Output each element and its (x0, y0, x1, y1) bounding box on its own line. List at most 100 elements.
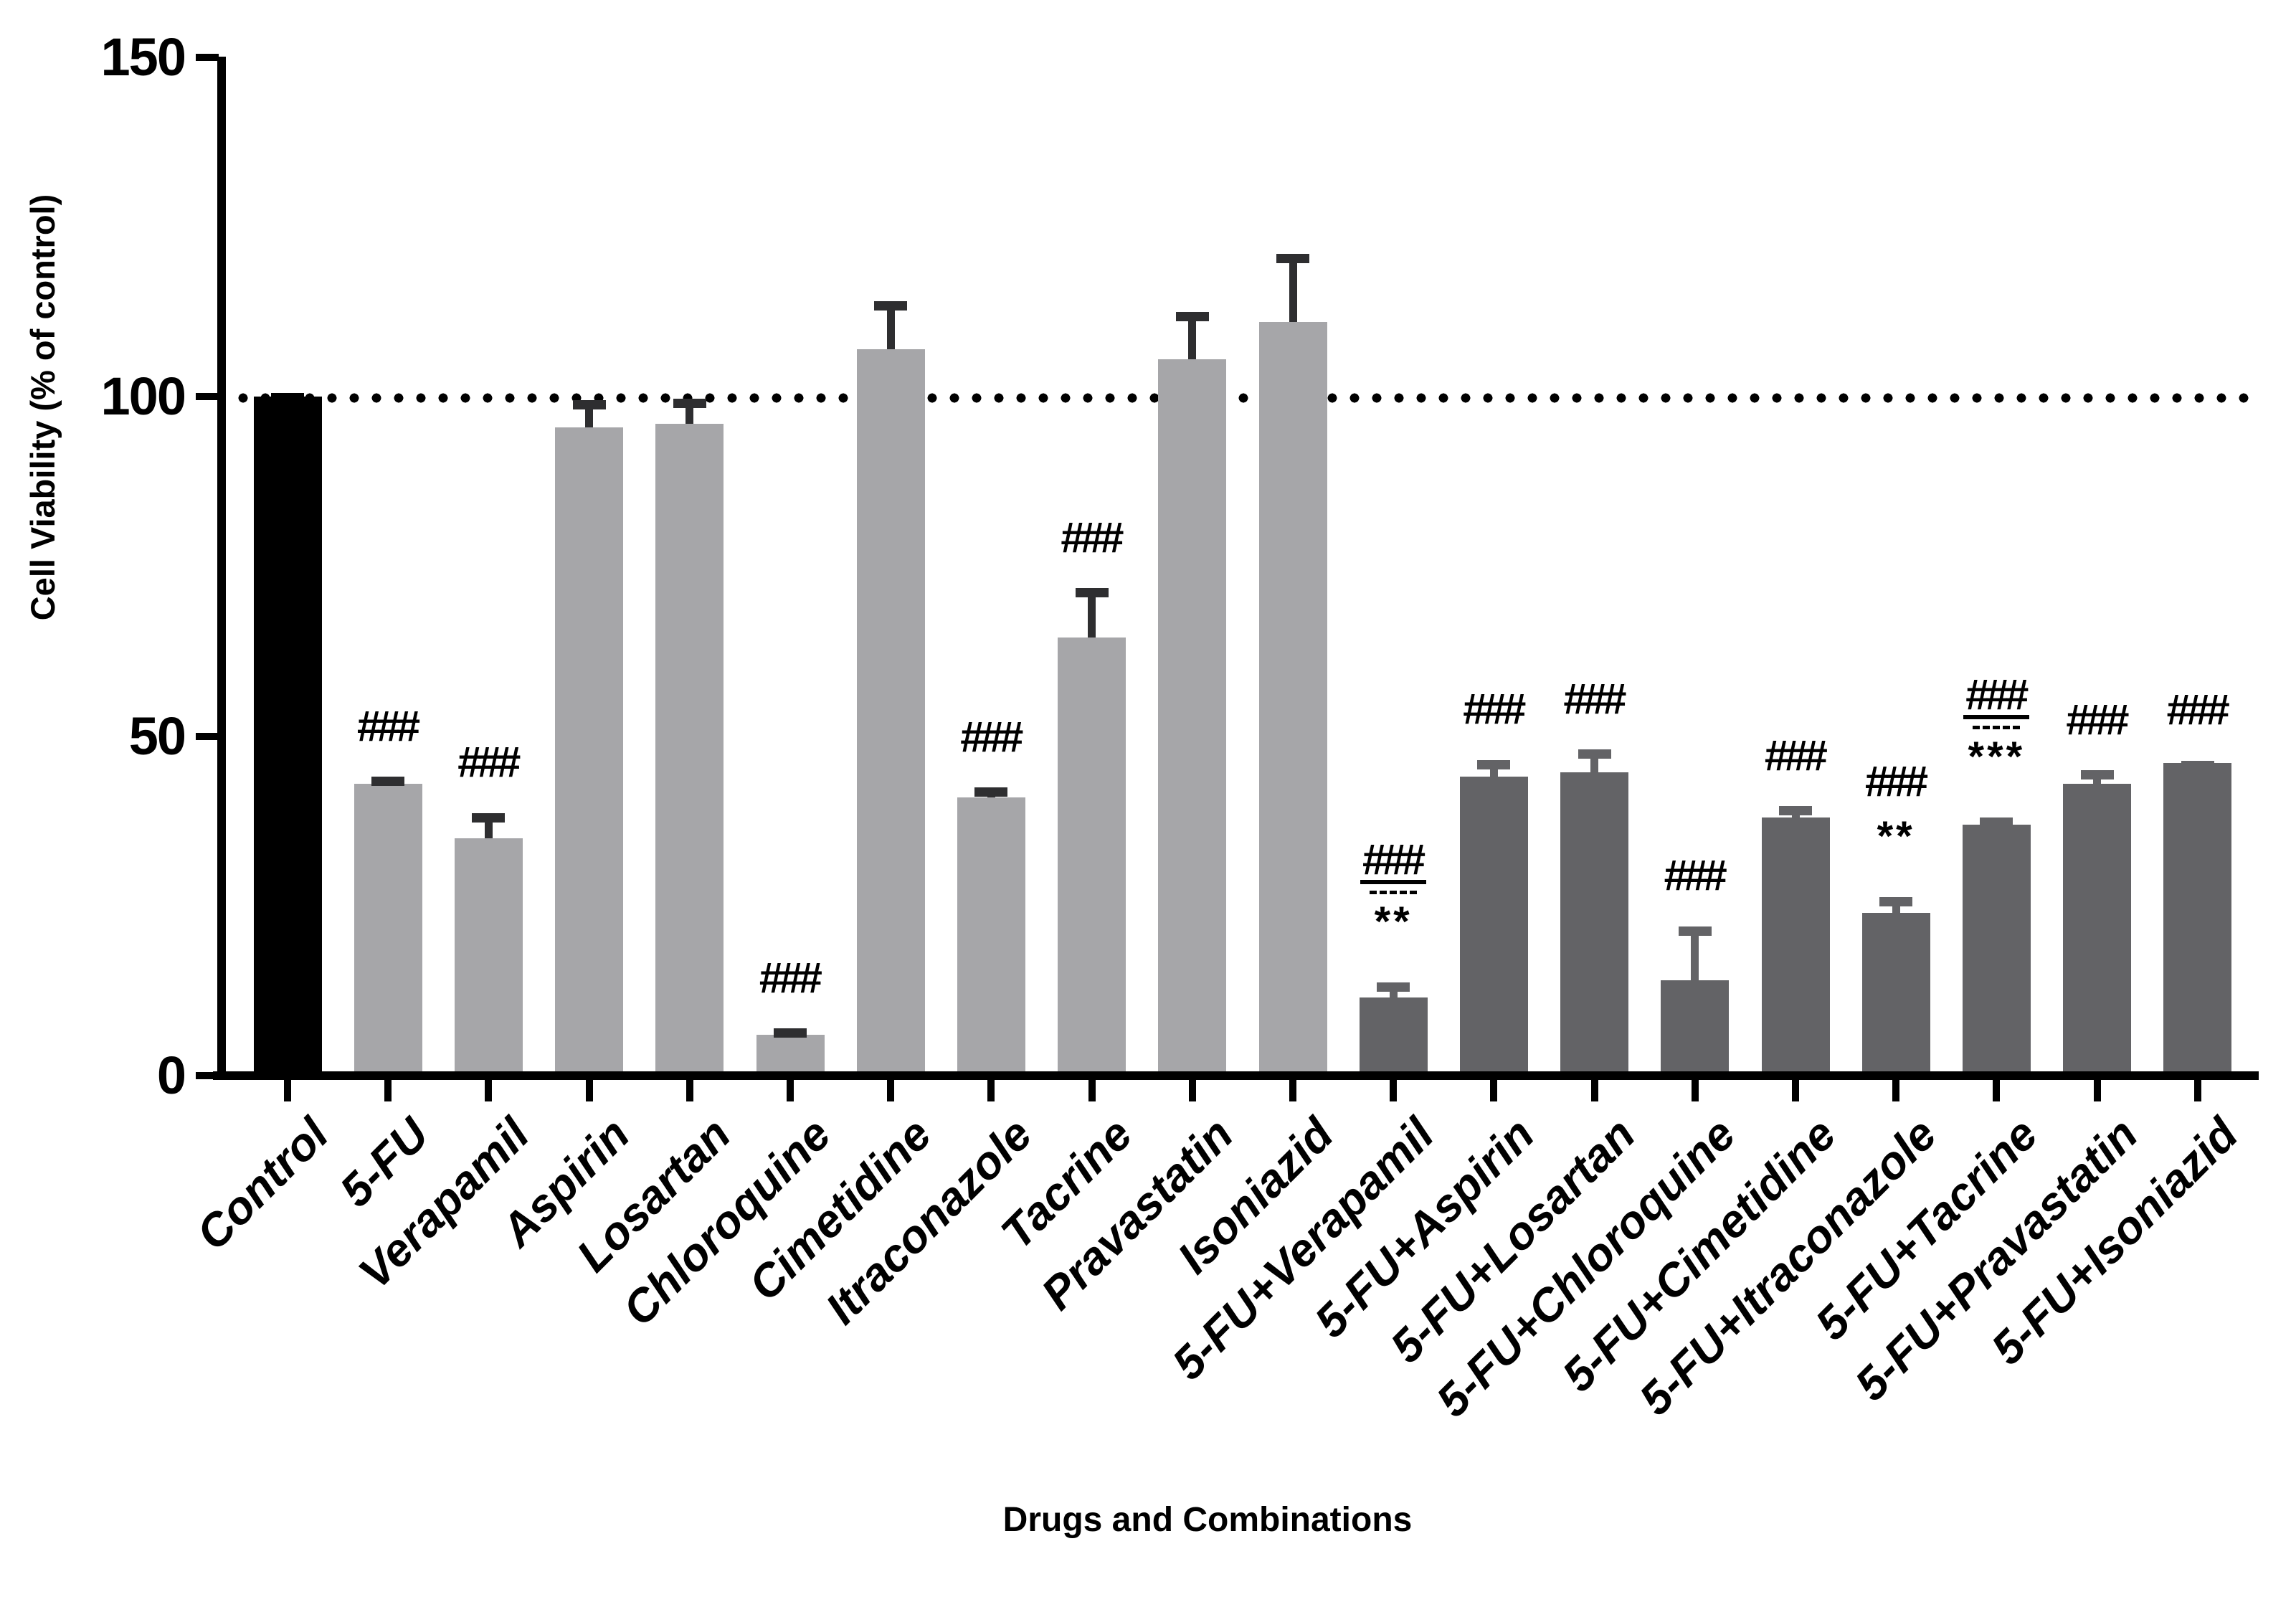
x-axis-title: Drugs and Combinations (1002, 1501, 1413, 1539)
x-tick (1993, 1080, 2001, 1101)
bar-Tacrine (1058, 638, 1126, 1080)
significance-annotation: ### (704, 953, 876, 1002)
significance-annotation: ### ** (1307, 838, 1479, 946)
x-tick (1590, 1080, 1598, 1101)
x-tick (2093, 1080, 2101, 1101)
y-tick-50 (196, 732, 219, 740)
bar-5-FU+Verapamil (1359, 997, 1428, 1080)
hash-significance-marker: ### (457, 738, 520, 787)
x-axis-line (213, 1071, 2259, 1080)
significance-annotation: ### (402, 738, 574, 787)
x-tick (1088, 1080, 1096, 1101)
significance-annotation: ### (1509, 675, 1681, 724)
hash-significance-marker: ### (758, 953, 822, 1002)
x-tick (787, 1080, 794, 1101)
x-tick (284, 1080, 291, 1101)
x-tick (1792, 1080, 1799, 1101)
bar-Isoniazid (1258, 321, 1327, 1080)
x-tick (686, 1080, 693, 1101)
x-tick (987, 1080, 995, 1101)
significance-annotation: ### (1609, 851, 1781, 900)
error-bar-line (1489, 767, 1498, 777)
error-bar-line (1389, 990, 1398, 998)
x-tick (384, 1080, 392, 1101)
x-tick (1188, 1080, 1196, 1101)
reference-line-100pct (238, 393, 2260, 403)
x-tick (1289, 1080, 1296, 1101)
error-bar-cap (371, 777, 405, 787)
bar-Pravastatin (1158, 359, 1227, 1080)
x-tick (887, 1080, 895, 1101)
significance-annotation: ### (1408, 685, 1580, 734)
significance-annotation: ### *** (1910, 673, 2082, 780)
category-label-Control: Control (186, 1108, 338, 1260)
error-bar-cap (472, 812, 506, 823)
bar-Itraconazole (957, 797, 1025, 1080)
hash-significance-marker: ### (1462, 685, 1525, 734)
hash-significance-marker: ### (1864, 757, 1927, 805)
significance-annotation: ### (2011, 695, 2183, 744)
star-significance-marker: *** (1968, 733, 2026, 780)
bar-Cimetidine (856, 349, 925, 1080)
significance-annotation: ### (302, 702, 474, 751)
hash-significance-marker: ### (959, 713, 1023, 762)
hash-significance-marker: ### (356, 702, 419, 751)
error-bar-cap (1477, 759, 1511, 769)
bar-5-FU+Pravastatin (2063, 783, 2132, 1080)
error-bar-cap (1678, 926, 1712, 936)
bar-Control (253, 397, 322, 1080)
dashed-significance-line (1370, 891, 1418, 895)
bar-5-FU+Chloroquine (1661, 980, 1730, 1080)
error-bar-line (484, 820, 493, 838)
x-tick (1691, 1080, 1699, 1101)
y-tick-label-150: 150 (100, 27, 186, 87)
x-tick (1892, 1080, 1900, 1101)
bar-5-FU+Isoniazid (2163, 763, 2232, 1080)
error-bar-cap (774, 1028, 807, 1038)
y-axis-line (217, 57, 226, 1080)
error-bar-line (1088, 596, 1096, 638)
hash-significance-marker: ### (1663, 851, 1727, 900)
bar-Losartan (655, 423, 724, 1080)
bar-5-FU+Losartan (1560, 772, 1629, 1080)
error-bar-cap (271, 393, 304, 403)
error-bar-cap (673, 398, 706, 408)
bar-Aspirin (555, 427, 624, 1080)
error-bar-line (1791, 814, 1800, 818)
bar-5-FU+Itraconazole (1861, 912, 1930, 1080)
error-bar-line (1691, 934, 1699, 981)
error-bar-cap (2080, 769, 2114, 779)
y-tick-label-0: 0 (156, 1046, 186, 1105)
y-tick-label-50: 50 (128, 706, 186, 766)
y-tick-0 (196, 1072, 219, 1079)
bar-Verapamil (454, 838, 523, 1080)
x-tick (1390, 1080, 1398, 1101)
x-tick (1490, 1080, 1498, 1101)
error-bar-line (1892, 904, 1900, 913)
significance-annotation: ### (905, 713, 1077, 762)
significance-annotation: ### ** (1810, 757, 1982, 857)
hash-significance-marker: ### (1763, 731, 1827, 779)
error-bar-line (686, 406, 694, 424)
bar-5-FU+Tacrine (1962, 824, 2031, 1080)
star-significance-marker: ** (1374, 899, 1413, 946)
error-bar-cap (1980, 817, 2013, 828)
error-bar-cap (1075, 588, 1109, 598)
dashed-significance-line (1973, 725, 2021, 729)
significance-annotation: ### (2112, 686, 2284, 734)
y-tick-150 (196, 53, 219, 61)
y-tick-label-100: 100 (100, 366, 186, 426)
bar-5-FU (354, 783, 422, 1080)
error-bar-cap (1578, 749, 1611, 759)
hash-significance-marker: ### (2165, 686, 2229, 734)
hash-significance-marker: ### (1963, 673, 2030, 719)
hash-significance-marker: ### (2065, 695, 2129, 744)
hash-significance-marker: ### (1060, 513, 1124, 561)
hash-significance-marker: ### (1562, 675, 1626, 724)
significance-annotation: ### (1709, 731, 1882, 779)
x-tick (2193, 1080, 2201, 1101)
error-bar-cap (1377, 982, 1410, 992)
error-bar-cap (2181, 760, 2214, 770)
error-bar-cap (1276, 254, 1309, 264)
